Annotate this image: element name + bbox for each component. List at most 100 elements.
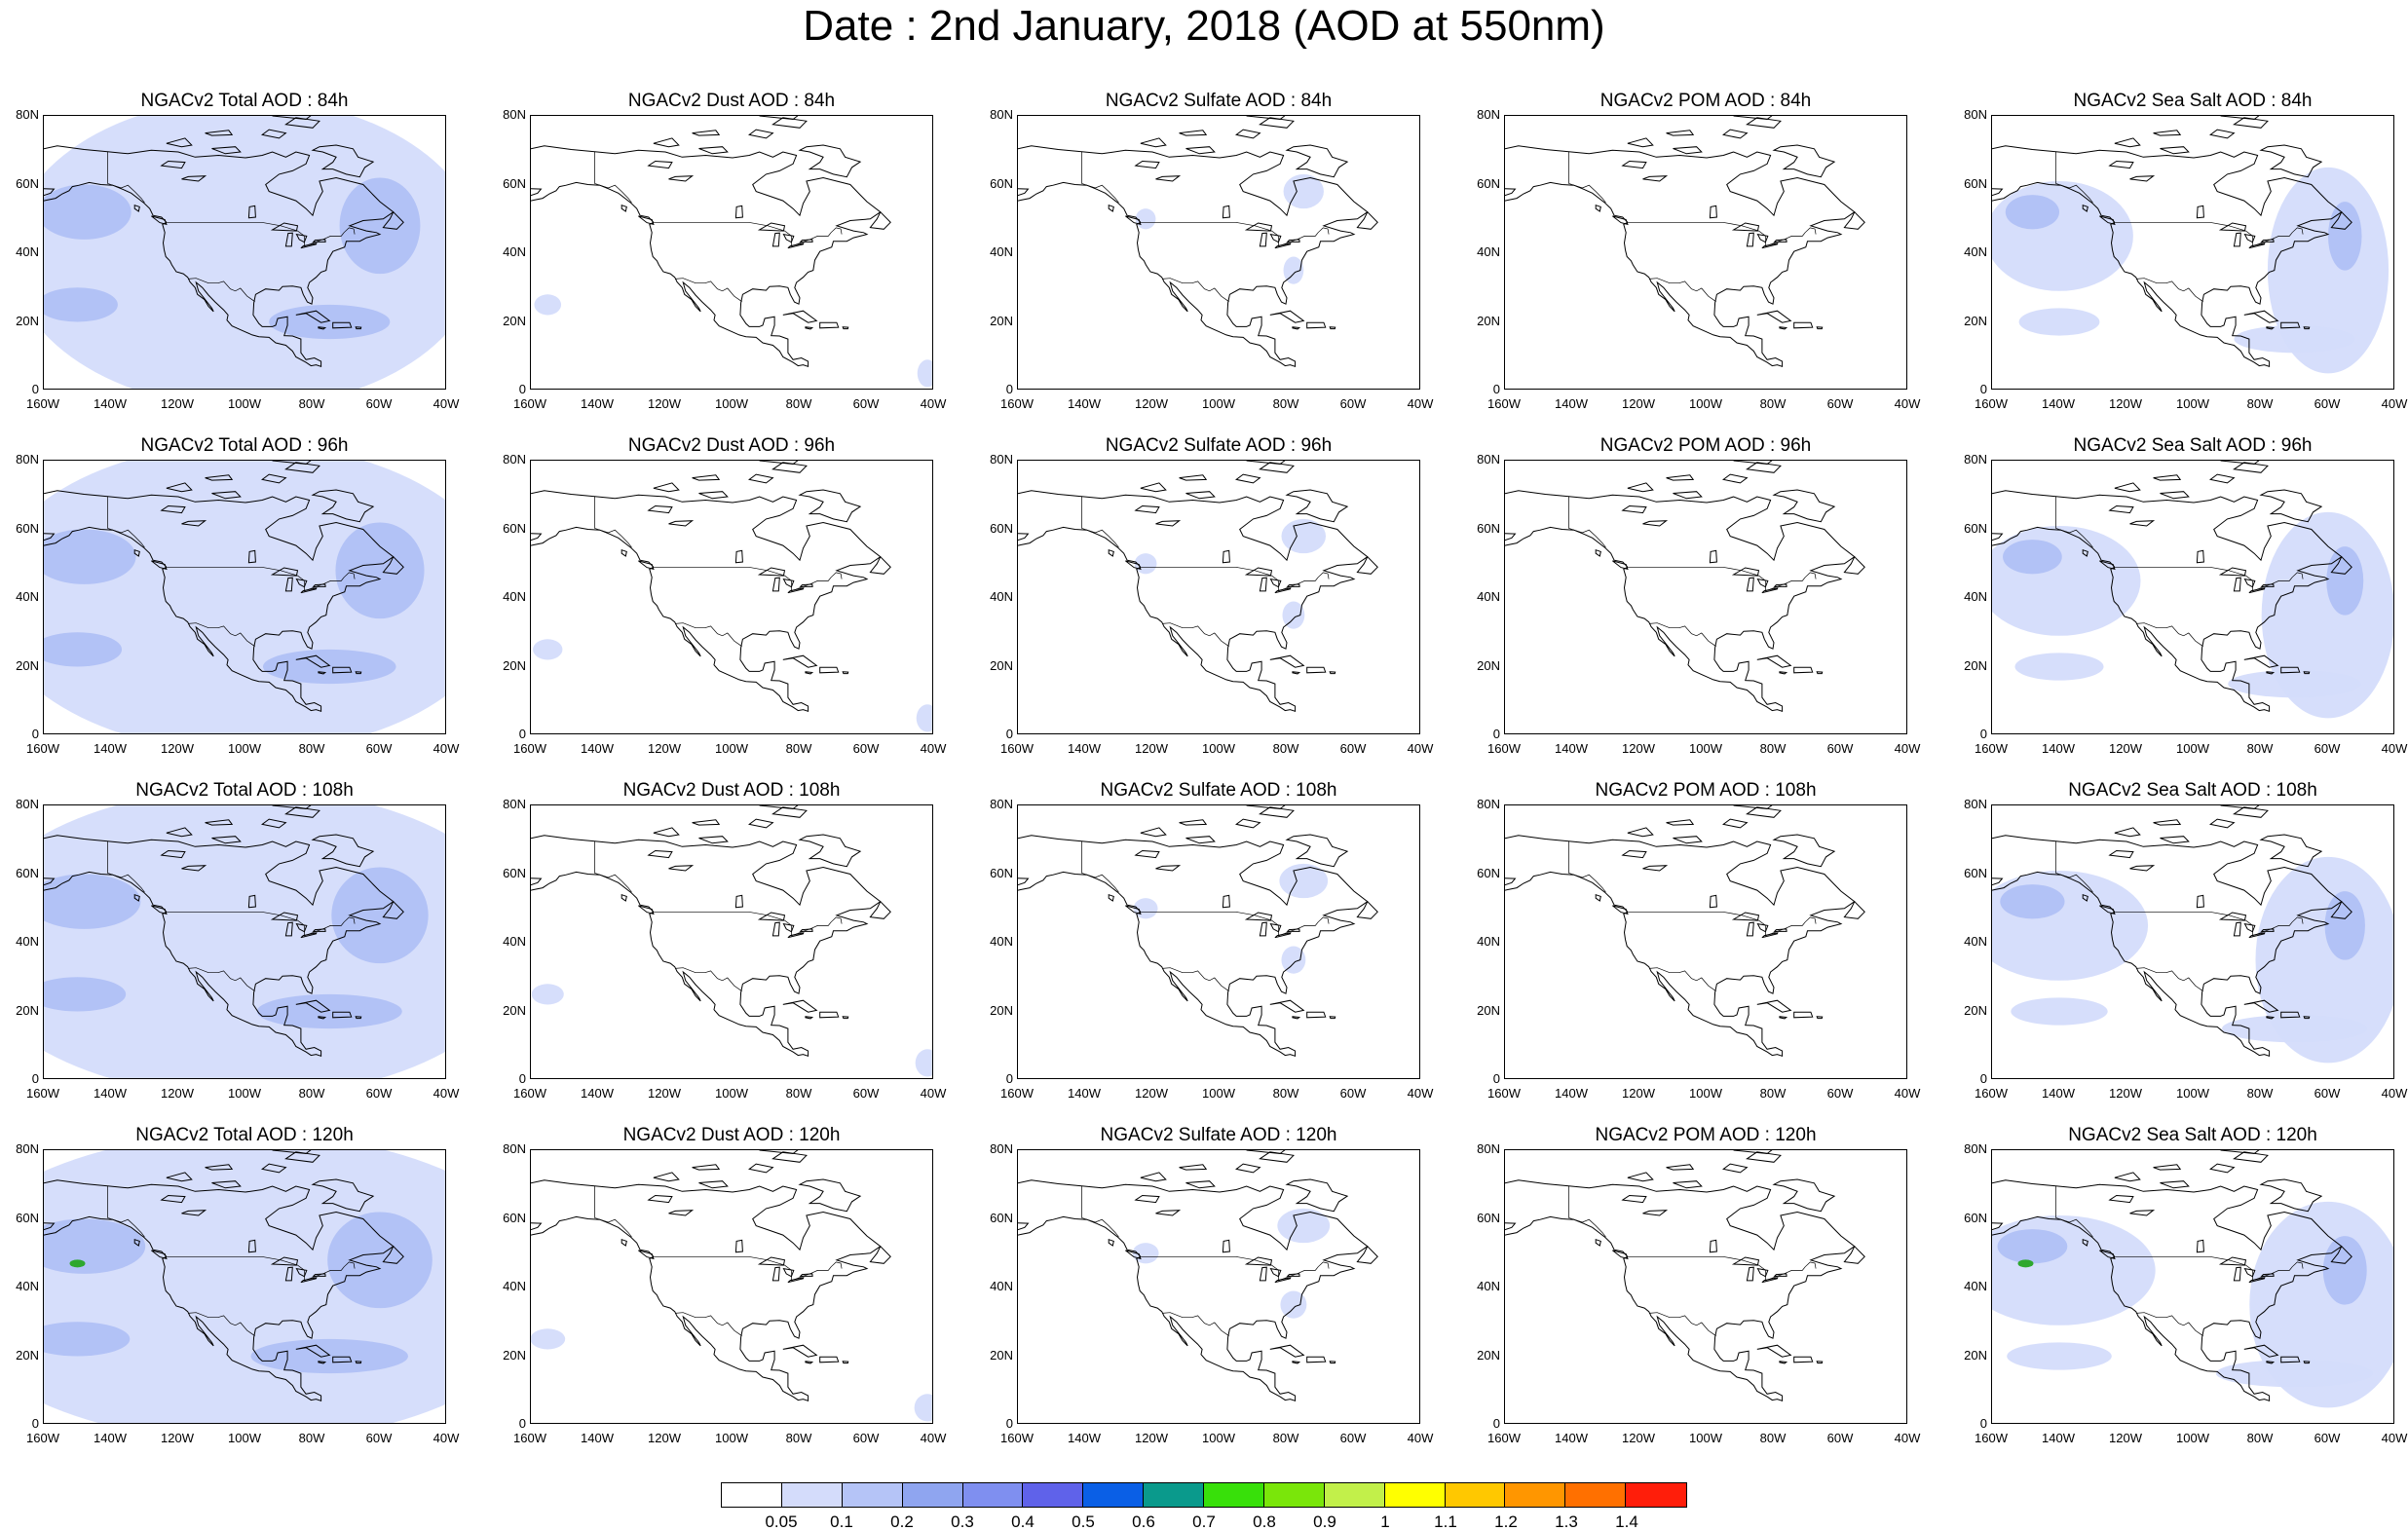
lat-tick-label: 80N: [1964, 797, 1987, 811]
panel-title: NGACv2 Sea Salt AOD : 84h: [2073, 91, 2313, 111]
map-plot-area: [43, 460, 446, 734]
coastlines: [1992, 1150, 2352, 1401]
colorbar-swatch: [781, 1483, 843, 1507]
lon-tick-label: 40W: [1894, 1086, 1921, 1101]
lat-tick-label: 60N: [503, 865, 526, 880]
lat-tick-label: 60N: [990, 1210, 1013, 1225]
panel-title: NGACv2 Dust AOD : 120h: [622, 1125, 841, 1145]
aod-map: [1018, 116, 1378, 367]
map-plot-area: [1504, 1149, 1907, 1424]
aod-plume: [256, 993, 402, 1029]
aod-field: [44, 461, 445, 733]
lon-tick-label: 60W: [365, 396, 393, 411]
lon-tick-label: 100W: [228, 1431, 261, 1445]
lon-tick-label: 60W: [852, 1431, 880, 1445]
lon-tick-label: 80W: [1759, 1086, 1787, 1101]
lat-tick-label: 60N: [1477, 520, 1500, 536]
lat-tick-label: 40N: [16, 589, 39, 604]
panel-title: NGACv2 Total AOD : 120h: [135, 1125, 354, 1145]
colorbar-tick-label: 0.9: [1313, 1512, 1336, 1531]
lon-tick-label: 120W: [161, 741, 194, 756]
map-plot-area: [1017, 460, 1420, 734]
lat-tick-label: 80N: [1964, 452, 1987, 467]
aod-plume: [44, 1218, 146, 1274]
aod-plume: [44, 287, 118, 322]
lat-tick-label: 0: [518, 1416, 526, 1431]
colorbar-swatch: [1626, 1483, 1686, 1507]
lat-tick-label: 60N: [1964, 175, 1987, 191]
lat-tick-label: 60N: [990, 520, 1013, 536]
lat-tick-label: 80N: [990, 452, 1013, 467]
lat-tick-label: 40N: [503, 934, 526, 949]
colorbar-tick-label: 0.3: [951, 1512, 974, 1531]
aod-map: [44, 116, 445, 389]
coastlines: [531, 461, 891, 712]
map-plot-area: [1504, 460, 1907, 734]
lon-tick-label: 120W: [2109, 1086, 2142, 1101]
lon-tick-label: 60W: [2314, 396, 2341, 411]
panel-title: NGACv2 Sulfate AOD : 108h: [1100, 780, 1337, 801]
colorbar-tick-label: 1.2: [1494, 1512, 1518, 1531]
lon-tick-label: 60W: [1826, 1086, 1854, 1101]
lon-tick-label: 140W: [1068, 396, 1101, 411]
map-plot-area: [1991, 460, 2394, 734]
lon-tick-label: 140W: [94, 1431, 127, 1445]
coastlines: [1505, 1150, 1865, 1401]
lon-tick-label: 40W: [2381, 396, 2408, 411]
lon-tick-label: 140W: [1068, 1431, 1101, 1445]
aod-map: [531, 461, 932, 732]
lat-tick-label: 0: [518, 1071, 526, 1086]
lat-tick-label: 0: [31, 1071, 39, 1086]
lon-tick-label: 120W: [1622, 396, 1655, 411]
colorbar-swatch: [902, 1483, 963, 1507]
aod-peak: [69, 1259, 86, 1268]
lon-tick-label: 60W: [852, 396, 880, 411]
lat-tick-label: 20N: [1964, 313, 1987, 328]
aod-plume: [2011, 997, 2108, 1026]
aod-map: [44, 461, 445, 733]
lat-tick-label: 0: [31, 1416, 39, 1431]
lon-tick-label: 60W: [1826, 396, 1854, 411]
lat-tick-label: 40N: [16, 1279, 39, 1293]
lon-tick-label: 80W: [785, 741, 812, 756]
lon-tick-label: 80W: [785, 1431, 812, 1445]
lat-tick-label: 60N: [16, 1210, 39, 1225]
lat-tick-label: 40N: [990, 589, 1013, 604]
colorbar-tick-label: 0.1: [830, 1512, 853, 1531]
aod-plume: [2326, 546, 2364, 616]
panel-title: NGACv2 Sulfate AOD : 120h: [1100, 1125, 1337, 1145]
aod-plume: [2234, 325, 2355, 354]
colorbar-tick-label: 0.2: [890, 1512, 914, 1531]
lat-tick-label: 40N: [503, 244, 526, 259]
lon-tick-label: 140W: [581, 741, 614, 756]
lon-tick-label: 80W: [298, 741, 325, 756]
aod-plume: [44, 977, 127, 1012]
aod-plume: [2324, 891, 2365, 960]
lon-tick-label: 160W: [26, 1431, 59, 1445]
map-plot-area: [1991, 1149, 2394, 1424]
colorbar-swatch: [1445, 1483, 1506, 1507]
coastlines: [44, 116, 404, 367]
lon-tick-label: 80W: [298, 1086, 325, 1101]
colorbar-swatch: [722, 1483, 782, 1507]
lon-tick-label: 160W: [513, 1086, 546, 1101]
colorbar-tick-label: 0.4: [1011, 1512, 1035, 1531]
lat-tick-label: 60N: [990, 865, 1013, 880]
lon-tick-label: 160W: [26, 741, 59, 756]
colorbar-tick-label: 0.7: [1192, 1512, 1216, 1531]
lon-tick-label: 140W: [94, 741, 127, 756]
lat-tick-label: 20N: [1964, 657, 1987, 673]
lon-tick-label: 140W: [1555, 1431, 1588, 1445]
lat-tick-label: 80N: [990, 1141, 1013, 1156]
lat-tick-label: 20N: [1477, 657, 1500, 673]
lon-tick-label: 100W: [228, 741, 261, 756]
lat-tick-label: 40N: [1477, 934, 1500, 949]
lat-tick-label: 40N: [990, 1279, 1013, 1293]
lat-tick-label: 80N: [1477, 797, 1500, 811]
panel-title: NGACv2 Sea Salt AOD : 108h: [2068, 780, 2317, 801]
lon-tick-label: 80W: [1272, 1086, 1299, 1101]
aod-plume: [1282, 601, 1305, 629]
lat-tick-label: 0: [1492, 727, 1500, 741]
panel-title: NGACv2 Sea Salt AOD : 96h: [2073, 435, 2313, 456]
